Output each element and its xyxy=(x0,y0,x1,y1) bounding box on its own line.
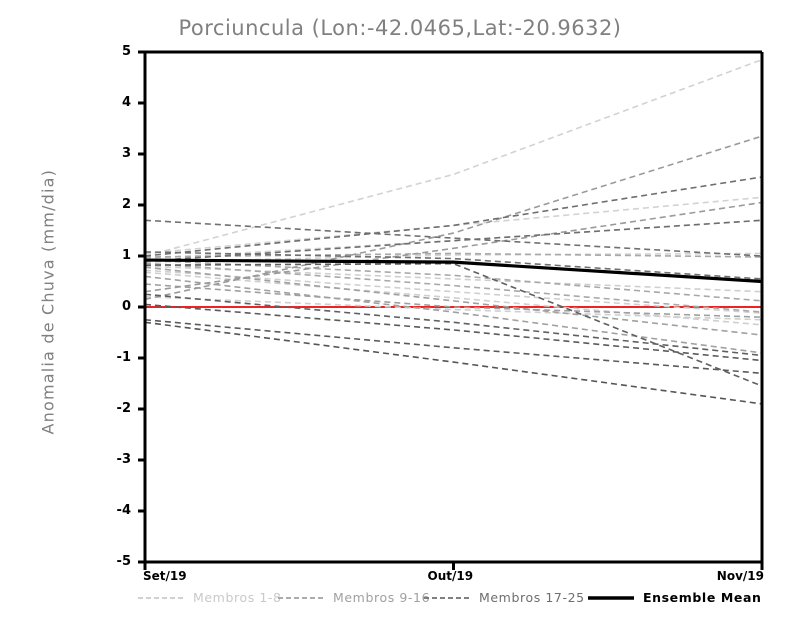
series-line xyxy=(145,321,762,405)
chart-title: Porciuncula (Lon:-42.0465,Lat:-20.9632) xyxy=(178,16,622,40)
legend-item: Ensemble Mean xyxy=(588,586,762,608)
series-line xyxy=(145,296,762,321)
legend-label: Membros 1-8 xyxy=(193,589,282,605)
series-line xyxy=(145,258,762,284)
series-layer xyxy=(145,58,762,405)
series-line xyxy=(145,135,762,301)
series-line xyxy=(145,275,762,354)
series-line xyxy=(145,271,762,326)
legend-swatch-icon xyxy=(138,591,184,603)
y-tick-label: -2 xyxy=(116,401,131,416)
legend-label: Membros 9-16 xyxy=(333,589,431,605)
x-tick-label: Nov/19 xyxy=(716,569,764,583)
legend-label: Membros 17-25 xyxy=(479,589,585,605)
series-line xyxy=(145,262,762,313)
y-tick-label: -1 xyxy=(116,350,131,365)
legend-swatch-icon xyxy=(588,591,634,603)
series-line xyxy=(145,196,762,255)
series-line xyxy=(145,219,762,257)
y-tick-label: 5 xyxy=(121,44,131,59)
legend-label: Ensemble Mean xyxy=(643,589,762,605)
legend-item: Membros 9-16 xyxy=(278,586,430,608)
series-line xyxy=(145,303,762,362)
series-line xyxy=(145,293,762,357)
y-tick-label: -5 xyxy=(116,554,131,569)
x-tick-label: Set/19 xyxy=(143,569,187,583)
axis-layer xyxy=(138,50,764,570)
y-tick-label: 0 xyxy=(121,299,131,314)
legend-swatch-icon xyxy=(278,591,324,603)
y-tick-label: 2 xyxy=(121,197,131,212)
legend-swatch-icon xyxy=(424,591,470,603)
y-tick-label: 4 xyxy=(121,95,131,110)
legend-item: Membros 17-25 xyxy=(424,586,585,608)
y-tick-label: 1 xyxy=(121,248,131,263)
series-line xyxy=(145,318,762,375)
series-line xyxy=(145,252,762,258)
x-tick-label: Out/19 xyxy=(427,569,474,583)
y-tick-label: -4 xyxy=(116,503,131,518)
series-line xyxy=(145,262,762,387)
chart-legend: Membros 1-8 Membros 9-16 Membros 17-25 Ense… xyxy=(0,586,800,610)
legend-item: Membros 1-8 xyxy=(138,586,282,608)
series-line xyxy=(145,176,762,257)
y-tick-label: 3 xyxy=(121,146,131,161)
series-line xyxy=(145,283,762,318)
y-tick-label: -3 xyxy=(116,452,131,467)
series-line xyxy=(145,219,762,262)
series-line xyxy=(145,266,762,336)
